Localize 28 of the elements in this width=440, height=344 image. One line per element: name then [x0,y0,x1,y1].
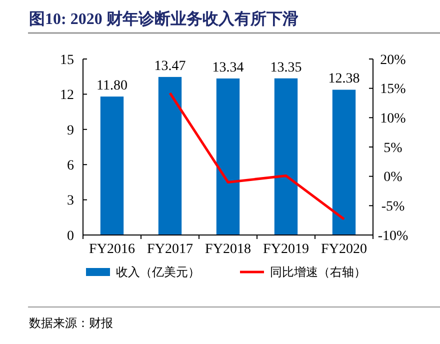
data-label: 13.35 [270,60,302,76]
y2-tick-label: 0% [384,170,403,186]
y-tick-label: 15 [60,52,74,68]
x-tick-label: FY2018 [205,242,251,257]
x-tick-label: FY2017 [147,242,193,257]
data-label: 13.34 [212,60,244,76]
legend-label: 收入（亿美元） [116,265,200,280]
y-tick-label: 6 [67,158,74,174]
data-label: 11.80 [96,78,128,94]
x-tick-label: FY2019 [263,242,309,257]
y2-tick-label: 10% [380,112,406,127]
data-label: 13.47 [154,58,186,74]
data-label: 12.38 [328,72,360,87]
legend-label: 同比增速（右轴） [270,265,366,280]
x-tick-label: FY2020 [321,242,367,257]
y2-tick-label: -5% [381,200,405,215]
y-tick-label: 9 [67,123,74,138]
source-note: 数据来源：财报 [29,316,113,330]
line-series [168,92,346,220]
y2-tick-label: 5% [384,140,403,156]
y2-tick-label: -10% [378,228,408,244]
y2-tick-label: 15% [380,82,406,98]
x-tick-label: FY2016 [89,242,135,257]
y-tick-label: 0 [67,228,74,244]
y-tick-label: 12 [60,88,74,104]
chart-title: 图10: 2020 财年诊断业务收入有所下滑 [29,10,298,28]
y2-tick-label: 20% [380,52,406,68]
y-tick-label: 3 [67,194,74,209]
